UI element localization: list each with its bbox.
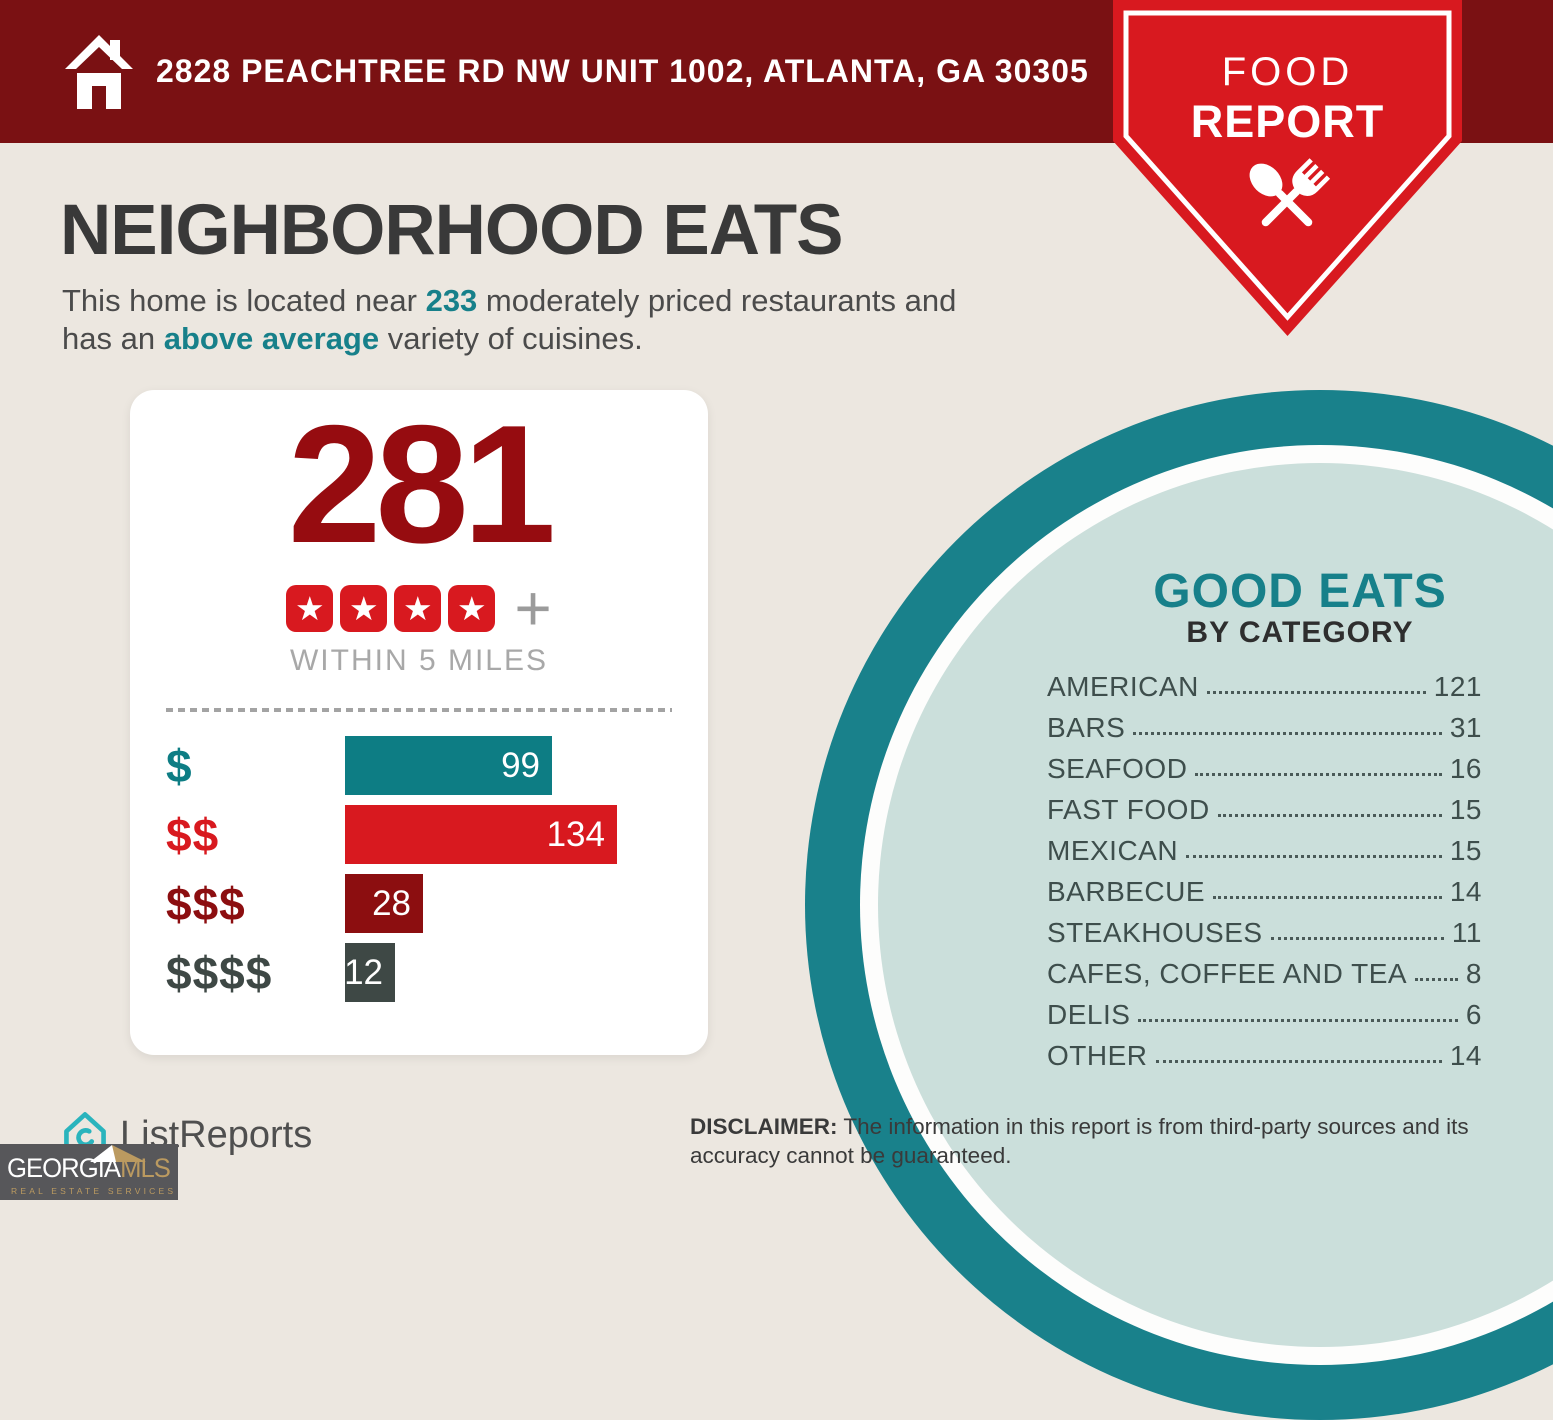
intro-text-2: moderately priced restaurants and <box>477 283 957 318</box>
mls-name-part1: GEORGIA <box>7 1153 121 1183</box>
category-row: FAST FOOD 15 <box>1047 795 1482 824</box>
category-list: AMERICAN 121 BARS 31 SEAFOOD 16 FAST FOO… <box>1047 672 1482 1082</box>
price-row: $$$ 28 <box>130 874 708 933</box>
price-bar-value: 28 <box>372 883 411 923</box>
dotted-leader <box>1213 896 1442 899</box>
star-icon: ★ <box>394 584 442 632</box>
listreports-logo: ListReports <box>58 1106 312 1165</box>
restaurant-count-highlight: 233 <box>425 283 478 318</box>
disclaimer-text: The information in this report is from t… <box>690 1114 1469 1168</box>
radius-label: WITHIN 5 MILES <box>289 644 549 677</box>
category-row: STEAKHOUSES 11 <box>1047 918 1482 947</box>
price-bar: 12 <box>344 943 395 1002</box>
price-row: $$$$ 12 <box>130 943 708 1002</box>
dotted-leader <box>1155 1060 1442 1063</box>
price-bar-value: 99 <box>501 745 540 785</box>
restaurant-stats-card: 281 ★ ★ ★ ★ + WITHIN 5 MILES $ 99 $$ 134 $$$… <box>130 390 708 1055</box>
page-title: NEIGHBORHOOD EATS <box>60 191 843 270</box>
category-label: STEAKHOUSES <box>1047 917 1263 948</box>
mountain-icon <box>86 1145 150 1167</box>
star-icon: ★ <box>340 584 388 632</box>
price-bar: 99 <box>345 736 552 795</box>
category-value: 11 <box>1451 917 1482 948</box>
mls-tagline: REAL ESTATE SERVICES <box>11 1186 177 1196</box>
category-row: BARS 31 <box>1047 713 1482 742</box>
dotted-leader <box>1133 732 1442 735</box>
good-eats-subtitle: BY CATEGORY <box>1186 616 1414 649</box>
intro-paragraph: This home is located near 233 moderately… <box>62 282 1162 358</box>
price-bar: 134 <box>345 805 617 864</box>
category-label: AMERICAN <box>1047 671 1199 702</box>
ribbon-title-line2: REPORT <box>1190 96 1385 147</box>
category-row: AMERICAN 121 <box>1047 672 1482 701</box>
category-label: SEAFOOD <box>1047 753 1188 784</box>
ribbon-shape <box>1113 0 1462 336</box>
star-icon: ★ <box>286 584 334 632</box>
mls-name: GEORGIAMLS <box>7 1153 171 1184</box>
dotted-leader <box>1415 978 1458 981</box>
disclaimer-label: DISCLAIMER: <box>690 1114 838 1139</box>
good-eats-title: GOOD EATS <box>1153 565 1447 618</box>
category-value: 16 <box>1449 753 1482 784</box>
category-value: 31 <box>1449 712 1482 743</box>
price-bar-value: 134 <box>546 814 605 854</box>
category-label: FAST FOOD <box>1047 794 1210 825</box>
category-label: CAFES, COFFEE AND TEA <box>1047 958 1408 989</box>
variety-highlight: above average <box>163 321 380 356</box>
category-label: OTHER <box>1047 1040 1148 1071</box>
category-row: SEAFOOD 16 <box>1047 754 1482 783</box>
food-report-ribbon: FOOD REPORT <box>1113 0 1462 336</box>
intro-text-3: has an <box>62 321 164 356</box>
mls-name-part2: MLS <box>120 1153 171 1183</box>
category-label: MEXICAN <box>1047 835 1179 866</box>
home-icon <box>62 32 136 112</box>
category-value: 121 <box>1433 671 1482 702</box>
category-row: CAFES, COFFEE AND TEA 8 <box>1047 959 1482 988</box>
price-tier-label: $$$$ <box>166 946 273 999</box>
category-row: DELIS 6 <box>1047 1000 1482 1029</box>
dotted-leader <box>1217 814 1442 817</box>
ribbon-title-line1: FOOD <box>1221 50 1354 94</box>
category-row: BARBECUE 14 <box>1047 877 1482 906</box>
category-row: MEXICAN 15 <box>1047 836 1482 865</box>
price-row: $$ 134 <box>130 805 708 864</box>
dotted-leader <box>1195 773 1442 776</box>
price-tier-label: $ <box>166 739 193 792</box>
category-row: OTHER 14 <box>1047 1041 1482 1070</box>
dotted-leader <box>1138 1019 1458 1022</box>
dotted-leader <box>1186 855 1442 858</box>
category-value: 8 <box>1465 958 1482 989</box>
category-label: BARBECUE <box>1047 876 1206 907</box>
intro-text-1: This home is located near <box>62 283 426 318</box>
plus-sign: + <box>514 572 552 644</box>
price-tier-label: $$ <box>166 808 220 861</box>
category-value: 15 <box>1449 794 1482 825</box>
dashed-divider <box>166 708 672 712</box>
category-value: 14 <box>1449 1040 1482 1071</box>
intro-text-4: variety of cuisines. <box>379 321 643 356</box>
category-label: DELIS <box>1047 999 1131 1030</box>
spoon-fork-icon <box>1232 146 1342 261</box>
price-bar-value: 12 <box>344 952 383 992</box>
star-icon: ★ <box>448 584 496 632</box>
category-label: BARS <box>1047 712 1126 743</box>
category-value: 6 <box>1465 999 1482 1030</box>
dotted-leader <box>1270 937 1444 940</box>
price-level-chart: $ 99 $$ 134 $$$ 28 $$$$ 12 <box>130 736 708 1002</box>
price-row: $ 99 <box>130 736 708 795</box>
price-bar: 28 <box>345 874 423 933</box>
category-value: 14 <box>1449 876 1482 907</box>
disclaimer: DISCLAIMER: The information in this repo… <box>690 1112 1500 1170</box>
dotted-leader <box>1206 691 1426 694</box>
star-rating: ★ ★ ★ ★ + <box>130 572 708 644</box>
restaurant-count: 281 <box>287 390 556 578</box>
price-tier-label: $$$ <box>166 877 246 930</box>
georgia-mls-logo: GEORGIAMLS REAL ESTATE SERVICES <box>0 1144 178 1200</box>
category-value: 15 <box>1449 835 1482 866</box>
property-address: 2828 PEACHTREE RD NW UNIT 1002, ATLANTA,… <box>156 53 1089 89</box>
